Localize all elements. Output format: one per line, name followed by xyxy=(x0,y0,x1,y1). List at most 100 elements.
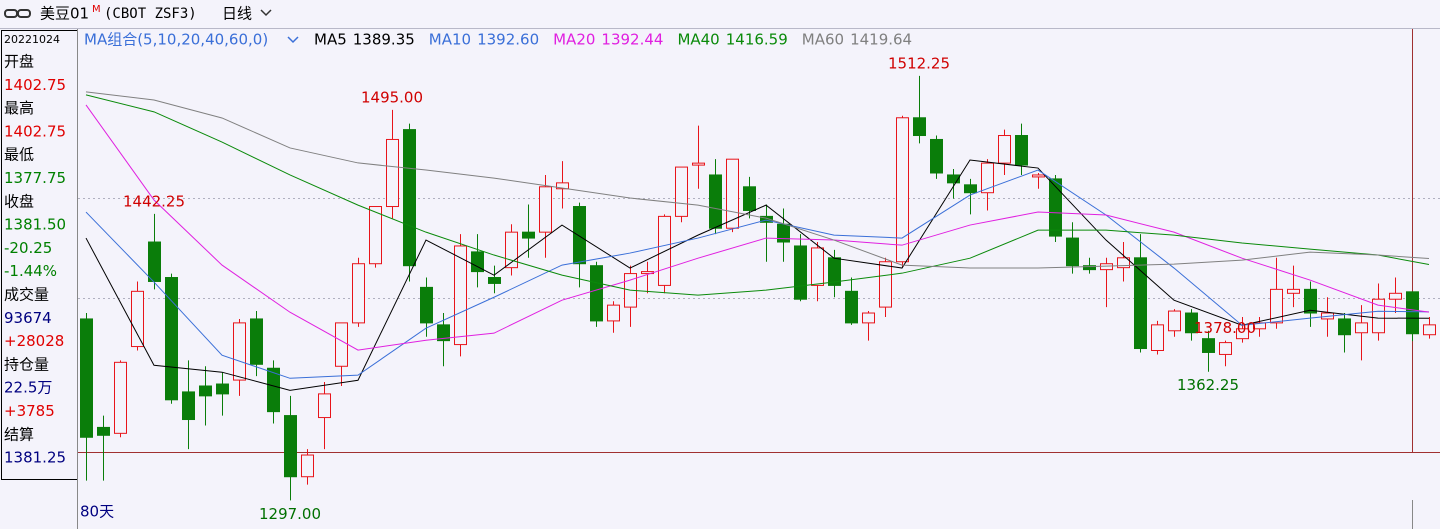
ma-chevron[interactable] xyxy=(287,36,299,44)
candle-body xyxy=(743,186,756,211)
candle-body xyxy=(1185,312,1198,334)
candle-body xyxy=(1151,324,1164,351)
candle-body xyxy=(1015,135,1028,166)
info-row: 93674 xyxy=(4,309,52,327)
legend-value: 1392.60 xyxy=(477,31,539,49)
candle-body xyxy=(386,138,399,208)
candle-body xyxy=(403,129,416,267)
candle-body xyxy=(522,231,535,239)
candle-body xyxy=(182,391,195,421)
info-row: 开盘 xyxy=(4,53,34,71)
candle-body xyxy=(692,162,705,166)
ma-group[interactable]: MA组合(5,10,20,40,60,0) xyxy=(84,31,268,49)
candle-body xyxy=(1270,288,1283,324)
period-chevron[interactable] xyxy=(260,9,272,17)
candle-body xyxy=(301,454,314,478)
info-row: 成交量 xyxy=(4,286,49,304)
candle-body xyxy=(760,215,773,223)
low-annotation: 1362.25 xyxy=(1177,376,1239,394)
info-row: 收盘 xyxy=(4,192,34,210)
high-annotation: 1495.00 xyxy=(361,88,423,106)
candle-body xyxy=(471,251,484,273)
candle-body xyxy=(1406,291,1419,335)
candle-body xyxy=(233,322,246,381)
info-row: -20.25 xyxy=(4,239,52,257)
candle-body xyxy=(1032,174,1045,178)
candle-body xyxy=(97,426,110,436)
high-annotation: 1442.25 xyxy=(123,192,185,210)
ma-line xyxy=(85,169,1430,379)
candle-body xyxy=(1423,324,1436,336)
info-row: +3785 xyxy=(4,402,55,420)
candle-body xyxy=(556,182,569,190)
info-row: 1402.75 xyxy=(4,122,66,140)
info-row: 22.5万 xyxy=(4,379,52,397)
candle-body xyxy=(250,318,263,365)
candle-body xyxy=(1372,298,1385,334)
candle-body xyxy=(165,277,178,401)
legend-value: 1419.64 xyxy=(850,31,912,49)
ma-line xyxy=(85,94,1430,296)
candle-body xyxy=(1253,322,1266,330)
candle-body xyxy=(1338,318,1351,336)
info-row: 1402.75 xyxy=(4,76,66,94)
candle-body xyxy=(607,304,620,322)
info-row: 1377.75 xyxy=(4,169,66,187)
symbol: 美豆01 xyxy=(40,5,89,23)
candle-body xyxy=(114,361,127,434)
candle-body xyxy=(1049,178,1062,237)
info-row: 持仓量 xyxy=(4,355,49,373)
candle-body xyxy=(318,393,331,419)
legend-name: MA40 xyxy=(677,31,719,49)
period[interactable]: 日线 xyxy=(222,5,252,23)
candle-body xyxy=(777,223,790,243)
candle-body xyxy=(811,247,824,286)
candle-body xyxy=(505,231,518,269)
candle-body xyxy=(284,415,297,478)
candle-body xyxy=(862,312,875,324)
candle-body xyxy=(454,245,467,346)
candle-body xyxy=(981,162,994,194)
candle-body xyxy=(930,138,943,174)
legend-value: 1389.35 xyxy=(353,31,415,49)
candle-body xyxy=(420,286,433,324)
candle-body xyxy=(80,318,93,438)
legend-name: MA20 xyxy=(553,31,595,49)
candle-body xyxy=(794,245,807,300)
candle-body xyxy=(845,290,858,324)
range-label: 80天 xyxy=(80,503,114,521)
candle-body xyxy=(335,322,348,367)
ma-line xyxy=(85,159,1430,391)
candle-body xyxy=(964,184,977,194)
candle-body xyxy=(216,383,229,395)
info-row: 最高 xyxy=(4,99,34,117)
legend-name: MA10 xyxy=(429,31,471,49)
ma-line xyxy=(85,104,1430,351)
badge: M xyxy=(92,4,101,15)
candle-body xyxy=(1304,288,1317,314)
legend-name: MA60 xyxy=(802,31,844,49)
candle-body xyxy=(1219,342,1232,355)
code: (CBOT ZSF3) xyxy=(104,6,197,22)
candle-body xyxy=(488,277,501,284)
legend-value: 1392.44 xyxy=(601,31,663,49)
candle-body xyxy=(998,135,1011,164)
candle-body xyxy=(1202,338,1215,353)
high-annotation: 1378.00 xyxy=(1194,319,1256,337)
candle-body xyxy=(896,117,909,263)
ma-line xyxy=(85,91,1430,269)
candle-body xyxy=(1287,288,1300,294)
candle-body xyxy=(709,174,722,229)
candle-body xyxy=(369,206,382,265)
link-icon[interactable] xyxy=(4,9,31,18)
info-date: 20221024 xyxy=(4,33,60,46)
candle-body xyxy=(1134,257,1147,350)
candle-body xyxy=(913,117,926,137)
info-row: 结算 xyxy=(4,425,34,443)
candle-body xyxy=(573,206,586,265)
candle-body xyxy=(1168,310,1181,332)
legend-name: MA5 xyxy=(314,31,347,49)
